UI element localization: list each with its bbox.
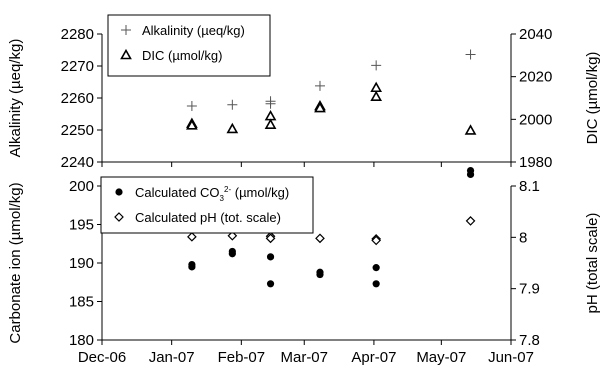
data-point bbox=[186, 119, 198, 130]
data-point bbox=[265, 96, 276, 107]
legend-marker bbox=[115, 188, 123, 196]
x-tick-label: Mar-07 bbox=[280, 349, 328, 366]
right-tick-label: 2020 bbox=[519, 69, 552, 86]
data-point bbox=[371, 60, 382, 71]
legend-marker bbox=[120, 48, 132, 60]
data-point bbox=[186, 101, 197, 111]
data-point bbox=[464, 124, 477, 135]
x-tick-label: Feb-07 bbox=[218, 349, 266, 366]
data-point bbox=[371, 235, 382, 246]
x-tick-label: Dec-06 bbox=[78, 349, 126, 366]
right-tick-label: 7.8 bbox=[519, 332, 540, 349]
left-tick-label: 2260 bbox=[61, 90, 94, 107]
left-tick-label: 2240 bbox=[61, 154, 94, 171]
right-axis-title: pH (total scale) bbox=[584, 213, 601, 314]
top-panel: 2240 2250 2260 2270 2280 1980 2000 2020 2040 Alka… bbox=[7, 14, 601, 171]
legend-marker bbox=[114, 212, 124, 222]
right-tick-label: 8.1 bbox=[519, 178, 540, 195]
data-point bbox=[372, 264, 380, 272]
left-tick-label: 195 bbox=[69, 217, 94, 234]
x-tick-label: May-07 bbox=[416, 349, 466, 366]
data-point bbox=[315, 233, 325, 244]
left-tick-label: 200 bbox=[69, 178, 94, 195]
data-point bbox=[466, 170, 475, 179]
data-point bbox=[314, 80, 325, 91]
data-point bbox=[227, 230, 238, 241]
right-axis-title: DIC (µmol/kg) bbox=[584, 52, 601, 145]
x-tick-label: Apr-07 bbox=[351, 349, 396, 366]
left-axis-title: Carbonate ion (µmol/kg) bbox=[7, 182, 24, 343]
left-tick-label: 2250 bbox=[61, 122, 94, 139]
left-tick-label: 2280 bbox=[61, 26, 94, 43]
data-point bbox=[228, 250, 236, 258]
legend-marker bbox=[121, 25, 131, 35]
data-point bbox=[370, 81, 383, 93]
data-point bbox=[226, 122, 239, 134]
bottom-panel: 180 185 190 195 200 7.8 7.9 8 8.1 Carbonate ion (… bbox=[7, 167, 601, 366]
data-point bbox=[465, 216, 476, 226]
data-point bbox=[264, 110, 277, 121]
x-tick-label: Jun-07 bbox=[488, 349, 534, 366]
left-axis-title: Alkalinity (µeq/kg) bbox=[7, 39, 24, 158]
data-point bbox=[465, 49, 476, 60]
data-point bbox=[266, 280, 275, 288]
right-tick-label: 2000 bbox=[519, 111, 552, 128]
left-tick-label: 2270 bbox=[61, 58, 94, 75]
legend-box bbox=[107, 14, 271, 77]
data-point bbox=[372, 280, 380, 288]
data-point bbox=[370, 90, 383, 102]
right-tick-label: 7.9 bbox=[519, 281, 540, 298]
data-point bbox=[188, 263, 196, 271]
legend-label: Calculated pH (tot. scale) bbox=[135, 210, 281, 225]
x-tick-label: Jan-07 bbox=[149, 349, 195, 366]
data-point bbox=[187, 231, 197, 242]
left-tick-label: 180 bbox=[69, 332, 94, 349]
right-tick-label: 2040 bbox=[519, 26, 552, 43]
data-point bbox=[265, 233, 276, 244]
data-point bbox=[264, 118, 277, 129]
right-tick-label: 1980 bbox=[519, 154, 552, 171]
legend-label: Calculated CO32- (µmol/kg) bbox=[135, 185, 289, 203]
data-point bbox=[314, 101, 326, 113]
right-tick-label: 8 bbox=[519, 229, 527, 246]
data-point bbox=[316, 270, 324, 279]
data-point bbox=[266, 253, 275, 261]
legend-label: Alkalinity (µeq/kg) bbox=[142, 23, 245, 38]
legend-label: DIC (µmol/kg) bbox=[142, 48, 222, 63]
data-point bbox=[227, 99, 238, 110]
left-tick-label: 190 bbox=[69, 255, 94, 272]
left-tick-label: 185 bbox=[69, 294, 94, 311]
legend-box bbox=[100, 176, 314, 234]
